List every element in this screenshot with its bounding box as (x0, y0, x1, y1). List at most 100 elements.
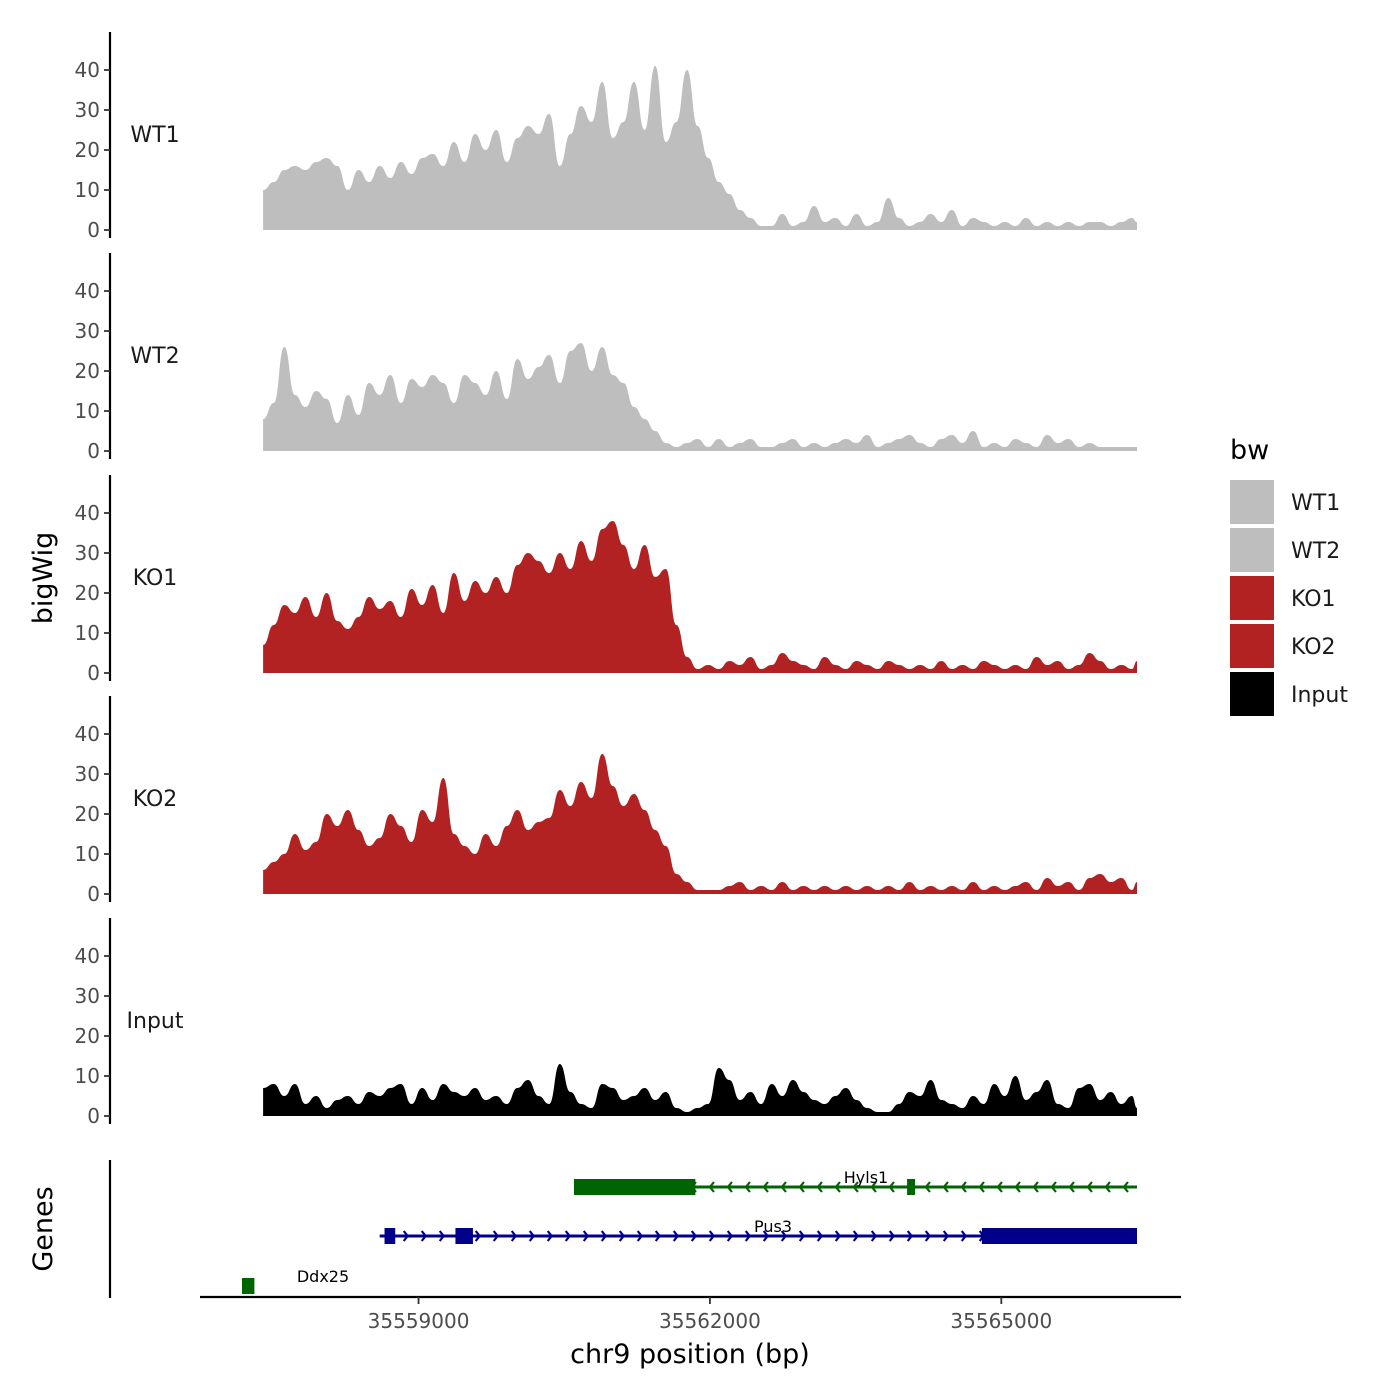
y-tick-label: 10 (75, 1064, 100, 1088)
signal-area-ko2 (263, 754, 1138, 894)
y-tick-label: 10 (75, 178, 100, 202)
strand-chevron (726, 1181, 733, 1193)
strand-chevron (1104, 1181, 1111, 1193)
strand-chevron (816, 1230, 824, 1242)
y-tick-label: 0 (87, 439, 100, 463)
strand-chevron (870, 1230, 878, 1242)
gene-exon (384, 1228, 396, 1244)
strand-chevron (762, 1181, 769, 1193)
strand-chevron (1050, 1181, 1057, 1193)
track-label: WT2 (130, 344, 179, 369)
strand-chevron (672, 1230, 680, 1242)
signal-area-wt1 (263, 66, 1138, 230)
y-tick-label: 20 (75, 359, 100, 383)
gene-pus3: Pus3 (379, 1217, 1137, 1244)
y-tick-label: 0 (87, 1104, 100, 1128)
strand-chevron (420, 1230, 428, 1242)
gene-exon (242, 1278, 255, 1294)
strand-chevron (762, 1230, 770, 1242)
strand-chevron (708, 1230, 716, 1242)
strand-chevron (852, 1230, 860, 1242)
strand-chevron (816, 1181, 823, 1193)
x-tick-label: 35562000 (659, 1309, 761, 1333)
legend-label: KO1 (1291, 587, 1336, 612)
y-tick-label: 0 (87, 218, 100, 242)
legend-swatch (1230, 480, 1274, 524)
track-input: 0 10 20 30 40 Input (75, 918, 1138, 1128)
gene-exon (455, 1228, 473, 1244)
y-tick-label: 30 (75, 319, 100, 343)
strand-chevron (834, 1230, 842, 1242)
strand-chevron (474, 1230, 482, 1242)
strand-chevron (924, 1230, 932, 1242)
strand-chevron (726, 1230, 734, 1242)
y-tick-label: 40 (75, 722, 100, 746)
y-tick-label: 0 (87, 661, 100, 685)
y-tick-label: 10 (75, 621, 100, 645)
strand-chevron (546, 1230, 554, 1242)
legend: bw WT1 WT2 KO1 KO2 Input (1230, 435, 1348, 716)
gene-exon (573, 1179, 696, 1195)
genes-axis-title: Genes (28, 1186, 59, 1271)
track-label: WT1 (130, 123, 179, 148)
y-tick-label: 20 (75, 138, 100, 162)
signal-area-wt2 (263, 343, 1138, 451)
y-tick-label: 30 (75, 762, 100, 786)
strand-chevron (1014, 1181, 1021, 1193)
strand-chevron (438, 1230, 446, 1242)
strand-chevron (888, 1181, 895, 1193)
strand-chevron (942, 1230, 950, 1242)
strand-chevron (636, 1230, 644, 1242)
strand-chevron (528, 1230, 536, 1242)
strand-chevron (618, 1230, 626, 1242)
strand-chevron (744, 1181, 751, 1193)
legend-label: WT2 (1291, 539, 1340, 564)
strand-chevron (654, 1230, 662, 1242)
y-tick-label: 30 (75, 541, 100, 565)
y-tick-label: 10 (75, 842, 100, 866)
strand-chevron (708, 1181, 715, 1193)
signal-tracks: 0 10 20 30 40 WT1 0 10 20 30 40 WT2 0 10 20 30 40 KO1 0 10 2… (75, 32, 1138, 1128)
strand-chevron (888, 1230, 896, 1242)
gene-exon (907, 1179, 916, 1195)
strand-chevron (1122, 1181, 1129, 1193)
y-tick-label: 40 (75, 944, 100, 968)
strand-chevron (978, 1181, 985, 1193)
legend-label: WT1 (1291, 491, 1340, 516)
strand-chevron (852, 1181, 859, 1193)
legend-swatch (1230, 528, 1274, 572)
strand-chevron (402, 1230, 410, 1242)
x-tick-label: 35559000 (368, 1309, 470, 1333)
track-ko1: 0 10 20 30 40 KO1 (75, 475, 1138, 685)
y-tick-label: 20 (75, 581, 100, 605)
legend-label: Input (1291, 683, 1348, 708)
x-axis: 35559000 35562000 35565000 (200, 1295, 1181, 1333)
strand-chevron (780, 1230, 788, 1242)
gene-label: Hyls1 (844, 1168, 888, 1187)
legend-swatch (1230, 624, 1274, 668)
y-tick-label: 40 (75, 58, 100, 82)
track-wt2: 0 10 20 30 40 WT2 (75, 253, 1138, 463)
signal-area-input (263, 1064, 1138, 1116)
y-tick-label: 30 (75, 98, 100, 122)
y-tick-label: 10 (75, 399, 100, 423)
genes-track: Hyls1 Pus3 Ddx25 (108, 1160, 1137, 1298)
strand-chevron (1032, 1181, 1039, 1193)
strand-chevron (690, 1230, 698, 1242)
strand-chevron (924, 1181, 931, 1193)
gene-ddx25: Ddx25 (242, 1267, 349, 1294)
y-tick-label: 30 (75, 984, 100, 1008)
track-label: KO2 (133, 787, 178, 812)
strand-chevron (492, 1230, 500, 1242)
y-tick-label: 20 (75, 802, 100, 826)
legend-title: bw (1230, 435, 1269, 466)
strand-chevron (1068, 1181, 1075, 1193)
gene-label: Ddx25 (297, 1267, 349, 1286)
track-ko2: 0 10 20 30 40 KO2 (75, 696, 1138, 906)
x-axis-title: chr9 position (bp) (570, 1339, 810, 1370)
strand-chevron (582, 1230, 590, 1242)
strand-chevron (870, 1181, 877, 1193)
y-tick-label: 0 (87, 882, 100, 906)
signal-area-ko1 (263, 521, 1138, 673)
